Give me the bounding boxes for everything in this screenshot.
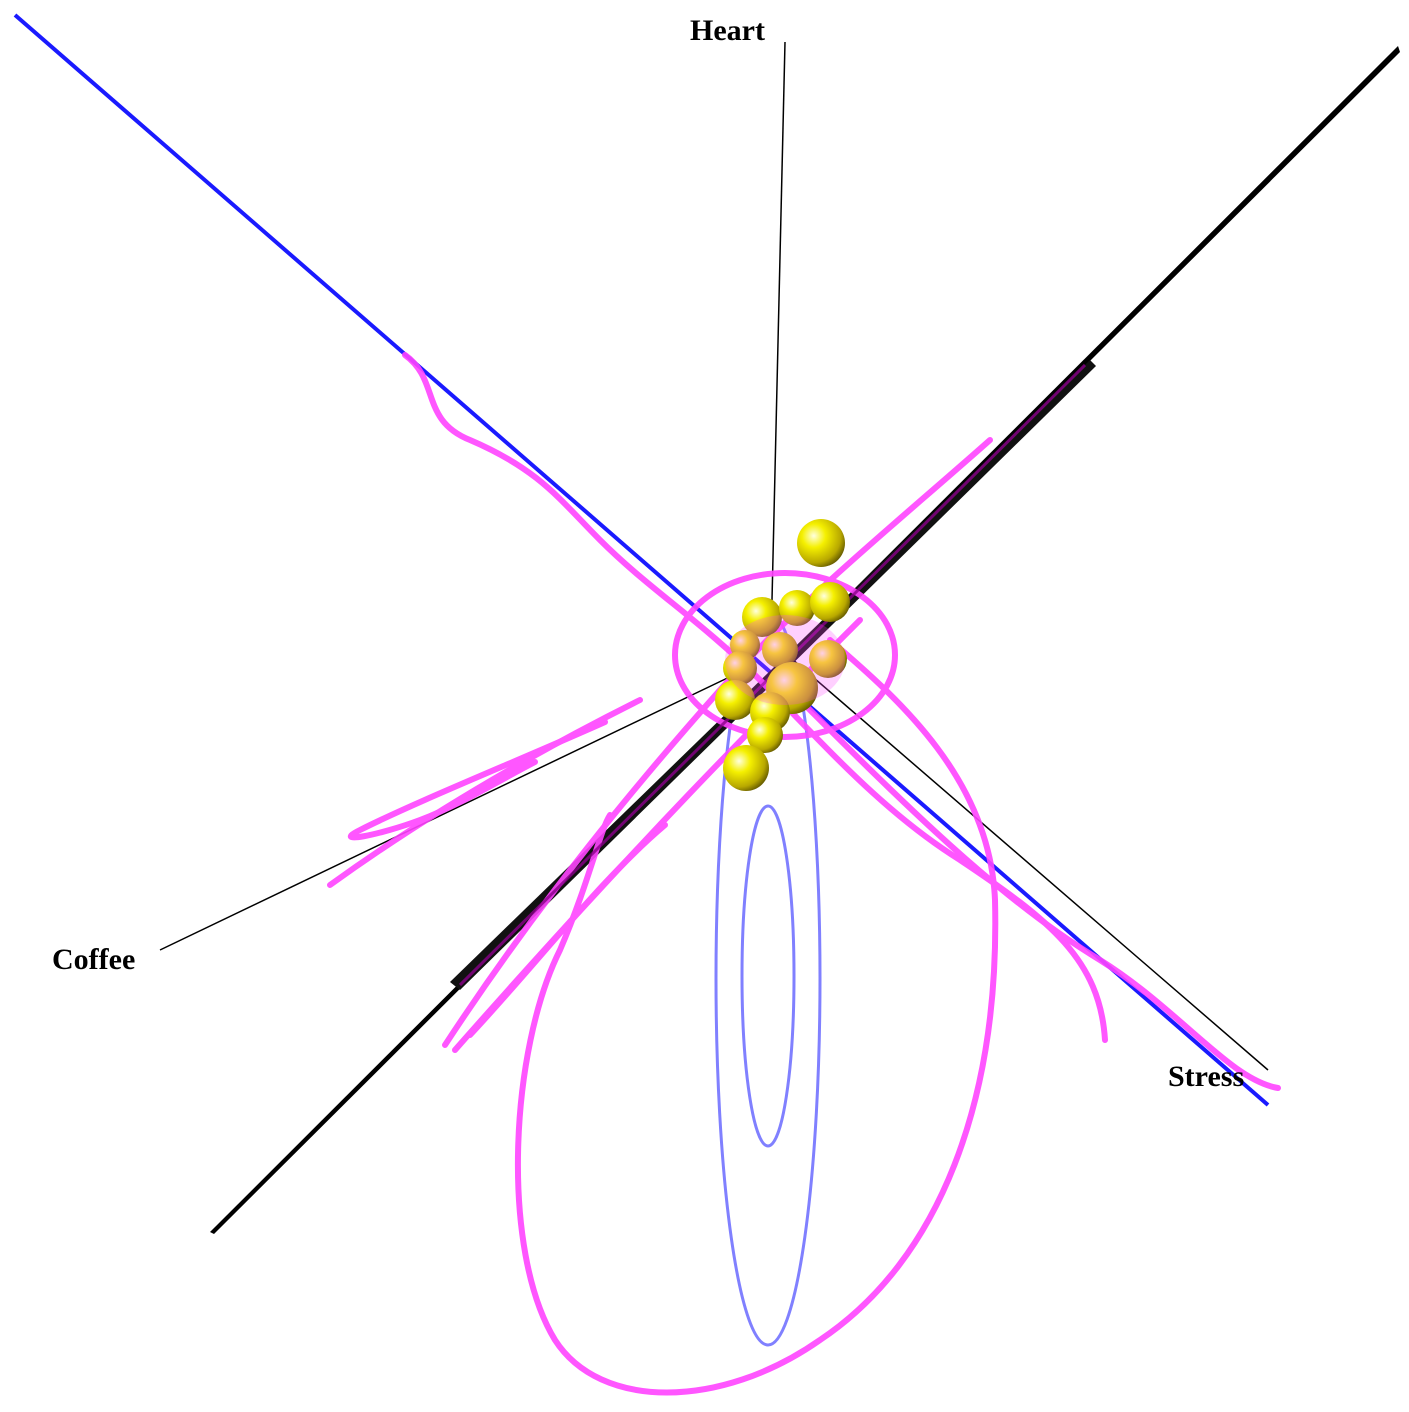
point <box>742 597 782 637</box>
pink-coffee-tail <box>327 697 643 888</box>
pink-diagonal-c <box>467 822 668 1038</box>
blue-line <box>13 13 1270 1107</box>
point <box>723 651 757 685</box>
axis-label: Coffee <box>52 943 135 976</box>
stress-axis <box>769 639 1269 1071</box>
heart-axis <box>771 41 786 601</box>
pink-lower-right-b <box>797 697 1281 1091</box>
point <box>747 717 783 753</box>
point <box>810 582 850 622</box>
points <box>715 519 850 791</box>
point <box>762 632 798 668</box>
pink-loop-center <box>672 570 898 740</box>
point <box>797 519 845 567</box>
axis-label: Heart <box>690 14 765 47</box>
point <box>779 590 815 626</box>
contour-inner <box>740 804 796 1148</box>
coffee-axis <box>159 671 741 951</box>
pink-upper-left <box>402 352 763 683</box>
point <box>715 680 755 720</box>
pink-loop-large <box>514 637 999 1396</box>
pink-lower-right-a <box>757 677 1108 1043</box>
point <box>723 745 769 791</box>
point <box>809 640 847 678</box>
pink-coffee-loop <box>348 719 608 841</box>
axis-label: Stress <box>1168 1060 1244 1093</box>
center-overlay <box>725 615 845 705</box>
